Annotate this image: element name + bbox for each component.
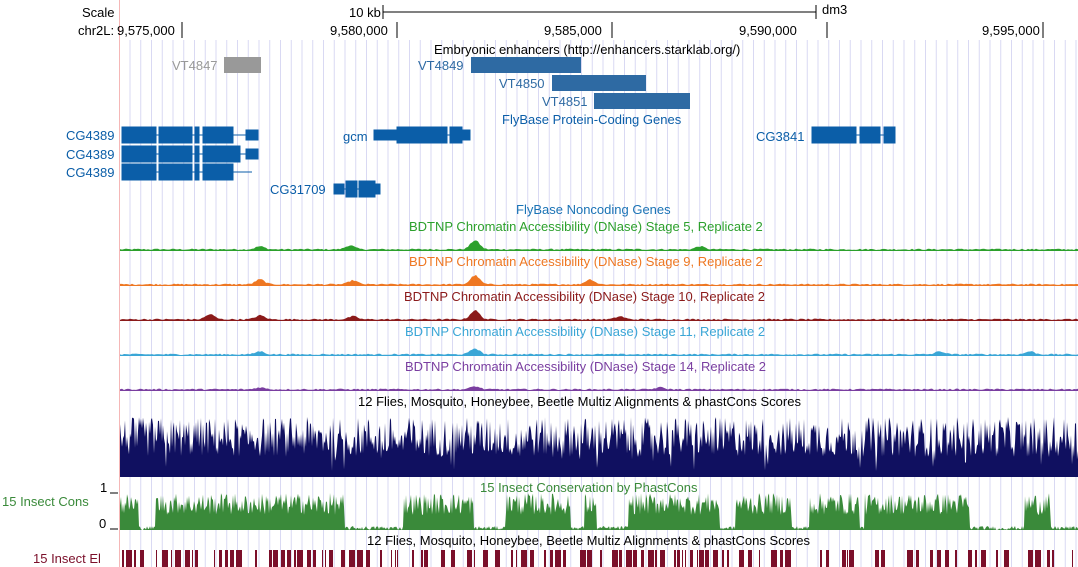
dnase-signal[interactable] — [120, 232, 1078, 252]
cons-side-label: 15 Insect Cons — [2, 494, 89, 509]
multiz-track-title[interactable]: 12 Flies, Mosquito, Honeybee, Beetle Mul… — [358, 394, 801, 409]
enhancer-label: VT4850 — [499, 76, 545, 91]
position-tick-label: 9,590,000 — [739, 23, 797, 38]
noncoding-track-title[interactable]: FlyBase Noncoding Genes — [516, 202, 671, 217]
elements-track-title[interactable]: 12 Flies, Mosquito, Honeybee, Beetle Mul… — [367, 533, 810, 548]
cons-axis-ticks — [110, 492, 118, 530]
gene-label: CG31709 — [270, 182, 326, 197]
dnase-track-title[interactable]: BDTNP Chromatin Accessibility (DNase) St… — [404, 289, 766, 304]
dnase-signal[interactable] — [120, 372, 1078, 392]
enhancer-feature[interactable] — [552, 75, 646, 91]
ruler-ticks — [181, 22, 1044, 38]
phastcons-scores[interactable] — [120, 492, 1078, 532]
scale-bar — [382, 5, 817, 19]
gene-label: CG3841 — [756, 129, 805, 144]
enhancer-label: VT4847 — [172, 58, 218, 73]
gene-label: gcm — [343, 129, 368, 144]
dnase-signal[interactable] — [120, 267, 1078, 287]
dnase-track-title[interactable]: BDTNP Chromatin Accessibility (DNase) St… — [409, 219, 763, 234]
enhancer-label: VT4851 — [542, 94, 588, 109]
protein-coding-track-title[interactable]: FlyBase Protein-Coding Genes — [502, 112, 682, 127]
scale-bar-label: 10 kb — [349, 5, 381, 20]
gene-models[interactable] — [0, 120, 1078, 200]
enhancer-feature[interactable] — [224, 57, 261, 73]
position-tick-label: 9,595,000 — [982, 23, 1040, 38]
cons-min-label: 0 — [99, 516, 107, 531]
cons-track-title[interactable]: 15 Insect Conservation by PhastCons — [480, 480, 698, 495]
enhancer-feature[interactable] — [471, 57, 581, 73]
dnase-track-title[interactable]: BDTNP Chromatin Accessibility (DNase) St… — [409, 254, 763, 269]
chrom-label: chr2L: — [78, 23, 115, 38]
position-tick-label: 9,580,000 — [330, 23, 388, 38]
gene-label: CG4389 — [66, 128, 115, 143]
elements-side-label: 15 Insect El — [33, 551, 101, 566]
gene-label: CG4389 — [66, 165, 115, 180]
position-tick-label: 9,585,000 — [544, 23, 602, 38]
position-tick-label: 9,575,000 — [117, 23, 175, 38]
dnase-signal[interactable] — [120, 337, 1078, 357]
gene-label: CG4389 — [66, 147, 115, 162]
dnase-track-title[interactable]: BDTNP Chromatin Accessibility (DNase) St… — [405, 324, 766, 339]
dnase-signal[interactable] — [120, 302, 1078, 322]
cons-max-label: 1 — [100, 480, 108, 495]
dnase-track-title[interactable]: BDTNP Chromatin Accessibility (DNase) St… — [405, 359, 767, 374]
enhancers-track-title[interactable]: Embryonic enhancers (http://enhancers.st… — [434, 42, 741, 57]
side-label-panel — [0, 0, 119, 567]
conserved-elements[interactable] — [120, 548, 1078, 567]
multiz-alignment-density[interactable] — [120, 409, 1078, 477]
scale-label: Scale — [82, 5, 115, 20]
enhancer-label: VT4849 — [418, 58, 464, 73]
window-left-edge — [119, 0, 120, 567]
enhancer-feature[interactable] — [594, 93, 690, 109]
assembly-label: dm3 — [822, 2, 848, 17]
